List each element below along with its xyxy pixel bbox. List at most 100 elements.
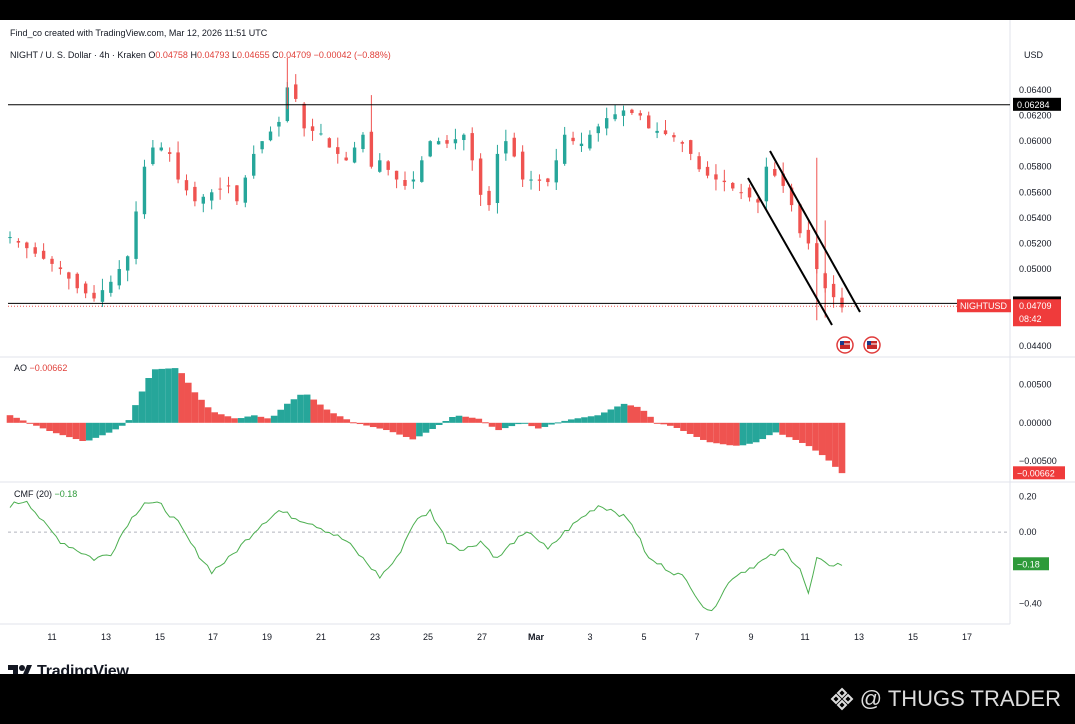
watermark: @ THUGS TRADER	[830, 686, 1061, 712]
candle	[680, 142, 685, 144]
cmf-tick-label: 0.00	[1019, 527, 1037, 537]
countdown-text: 08:42	[1019, 314, 1042, 324]
candle	[100, 290, 105, 302]
ao-histogram	[6, 368, 846, 474]
cmf-last-box	[1013, 557, 1049, 571]
ao-bar	[620, 403, 628, 423]
level-label-text: 0.06284	[1017, 100, 1050, 110]
last-price-text: 0.04709	[1019, 301, 1052, 311]
ao-bar	[422, 422, 430, 433]
ao-bar	[501, 422, 509, 429]
candle	[579, 143, 584, 147]
grid-lines	[0, 20, 1075, 625]
ao-bar	[369, 422, 377, 428]
ao-bar	[752, 422, 760, 443]
candle	[436, 141, 441, 145]
us-flag-icon-body	[867, 341, 877, 349]
candle	[50, 258, 54, 264]
time-tick-label: 17	[962, 632, 972, 642]
candle	[520, 151, 525, 180]
ao-bar	[416, 422, 423, 437]
ao-bar	[779, 422, 786, 435]
bottom-bar: @ THUGS TRADER	[0, 674, 1075, 724]
watermark-text: @ THUGS TRADER	[859, 686, 1061, 711]
candle	[428, 141, 432, 157]
time-tick-label: 21	[316, 632, 326, 642]
candle	[134, 211, 138, 259]
candle	[731, 182, 735, 189]
candle	[75, 273, 79, 289]
ao-bar	[482, 422, 489, 424]
ao-bar	[290, 399, 298, 423]
candle	[697, 156, 701, 170]
ao-bar	[151, 369, 159, 423]
candle	[327, 138, 332, 148]
ao-bar	[99, 422, 106, 436]
ao-bar	[495, 422, 502, 431]
low-value: 0.04655	[237, 50, 270, 60]
channel-lower-line	[747, 177, 833, 326]
chart-canvas[interactable]: 0.06400 0.06200 0.06000 0.05800 0.05600 0.054…	[0, 20, 1075, 674]
currency-label[interactable]: USD	[1024, 50, 1044, 60]
candle	[420, 160, 424, 182]
ao-bar	[746, 422, 753, 444]
open-label: O	[148, 50, 156, 60]
candle	[470, 133, 474, 161]
cmf-header: CMF (20) −0.18	[14, 489, 77, 499]
ao-bar	[158, 368, 166, 423]
price-tick-label: 0.05400	[1019, 213, 1052, 223]
candle	[125, 256, 130, 271]
ao-bar	[184, 382, 192, 423]
ao-bar	[343, 419, 351, 423]
candle	[756, 199, 760, 203]
ao-bar	[805, 422, 813, 447]
candle	[352, 147, 357, 163]
candle	[445, 140, 449, 144]
candle	[294, 84, 298, 99]
ao-bar	[462, 416, 469, 423]
candle	[806, 229, 811, 244]
ao-bar	[6, 415, 14, 423]
candle	[831, 283, 836, 298]
price-tick-label: 0.05800	[1019, 162, 1052, 172]
candle	[403, 179, 407, 186]
ao-bar	[667, 422, 674, 426]
ao-bar	[713, 422, 720, 444]
candle	[630, 109, 634, 113]
ao-bar	[468, 417, 476, 423]
symbol-tag-text: NIGHTUSD	[960, 301, 1008, 311]
channel-upper-line	[769, 150, 861, 313]
ao-tick-label: −0.00500	[1019, 456, 1057, 466]
created-by-text: Find_co created with TradingView.com, Ma…	[10, 28, 268, 38]
ao-bar	[145, 378, 152, 423]
ao-tick-label: 0.00000	[1019, 418, 1052, 428]
ao-bar	[59, 422, 67, 436]
ao-bar	[171, 368, 179, 423]
ao-bar	[832, 422, 839, 467]
candle	[25, 242, 29, 249]
close-label: C	[272, 50, 279, 60]
ao-bar	[634, 406, 641, 423]
price-tick-label: 0.06400	[1019, 85, 1052, 95]
time-tick-label: 25	[423, 632, 433, 642]
ao-bar	[363, 422, 370, 426]
candle	[319, 133, 323, 135]
ao-bar	[812, 422, 819, 451]
candle	[596, 126, 600, 134]
candle	[840, 297, 844, 308]
ao-bar	[85, 422, 93, 441]
candle	[478, 158, 483, 195]
ao-bar	[350, 422, 357, 424]
price-chart	[8, 58, 1010, 321]
candle	[546, 178, 550, 183]
ao-bar	[660, 422, 668, 425]
candle	[604, 118, 609, 129]
change-value: −0.00042 (−0.88%)	[313, 50, 391, 60]
ao-bar	[277, 409, 285, 423]
ao-bar	[726, 422, 734, 446]
price-tick-label: 0.06000	[1019, 136, 1052, 146]
candle	[151, 147, 155, 165]
time-tick-label: 13	[854, 632, 864, 642]
ao-bar	[673, 422, 681, 428]
ao-bar	[587, 416, 595, 423]
